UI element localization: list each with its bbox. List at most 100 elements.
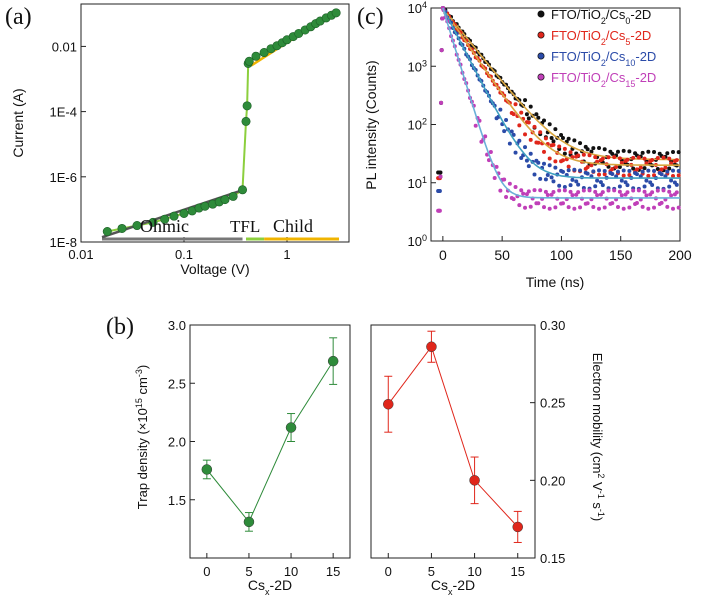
panel-c-data-point bbox=[619, 160, 624, 165]
panel-a-data-point bbox=[179, 208, 189, 218]
panel-a-xtick-label: 1 bbox=[283, 247, 290, 262]
panel-b1-ylabel: Trap density (×1015 cm-3) bbox=[134, 365, 150, 509]
panel-c-data-point bbox=[671, 168, 676, 173]
panel-c-data-point bbox=[576, 182, 581, 187]
panel-c-data-point bbox=[634, 201, 639, 206]
panel-c-data-point bbox=[640, 150, 645, 155]
panel-c-data-point bbox=[634, 172, 639, 177]
panel-c-data-point bbox=[600, 190, 605, 195]
panel-c-data-point bbox=[587, 188, 592, 193]
panel-c-legend: FTO/TiO2/Cs0-2D FTO/TiO2/Cs5-2D FTO/TiO2/C… bbox=[537, 7, 656, 89]
panel-b-ytick-label: 2.5 bbox=[168, 376, 186, 391]
panel-a-ytick-label: 1E-6 bbox=[50, 170, 77, 185]
panel-c-data-point bbox=[502, 129, 507, 134]
panel-c-data-point bbox=[617, 156, 622, 161]
panel-c-data-point bbox=[595, 193, 600, 198]
panel-c-data-point bbox=[528, 151, 533, 156]
panel-c-data-point bbox=[619, 178, 624, 183]
panel-c-data-point bbox=[551, 142, 556, 147]
panel-b-ytick-label: 1.5 bbox=[168, 493, 186, 508]
panel-c-data-point bbox=[642, 184, 647, 189]
panel-c-data-point bbox=[661, 155, 666, 160]
panel-a-ytick-label: 1E-8 bbox=[50, 235, 77, 250]
panel-c-xtick-label: 50 bbox=[494, 247, 510, 263]
panel-b-xtick-label: 15 bbox=[511, 564, 525, 579]
panel-c-data-point bbox=[517, 123, 522, 128]
panel-c-data-point bbox=[634, 167, 639, 172]
panel-b-data-point bbox=[327, 355, 339, 367]
region-label-child: Child bbox=[273, 216, 313, 236]
panel-c-data-point bbox=[600, 183, 605, 188]
panel-c-data-point bbox=[663, 174, 668, 179]
panel-c-data-point bbox=[587, 153, 592, 158]
panel-c-data-point bbox=[581, 152, 586, 157]
panel-c-data-point bbox=[549, 175, 554, 180]
panel-c-data-point bbox=[642, 156, 647, 161]
panel-b-connect-line bbox=[206, 360, 334, 523]
panel-c-data-point bbox=[615, 169, 620, 174]
panel-c-fit-curve bbox=[442, 7, 680, 199]
panel-b-ytick-label: 0.20 bbox=[540, 473, 565, 488]
panel-c-fit-curve bbox=[442, 7, 680, 161]
panel-c-data-point bbox=[507, 141, 512, 146]
panel-c-data-point bbox=[566, 168, 571, 173]
panel-c-data-point bbox=[640, 204, 645, 209]
panel-c-ytick-label: 100 bbox=[408, 233, 427, 249]
panel-c-data-point bbox=[532, 124, 537, 129]
panel-c-data-point bbox=[642, 189, 647, 194]
panel-c-data-point bbox=[440, 16, 445, 21]
panel-c-data-point bbox=[674, 158, 679, 163]
panel-a-iv-plot: 0.01 0.1 1 1E-8 1E-6 1E-4 0.01 Ohmic TFL Child… bbox=[10, 3, 350, 277]
panel-c-data-point bbox=[488, 150, 493, 155]
panel-c-data-point bbox=[511, 197, 516, 202]
panel-b-trap-density: 0 5 10 15 1.5 2.0 2.5 3.0 Trap density (×1015 c… bbox=[134, 318, 351, 597]
panel-c-data-point bbox=[593, 155, 598, 160]
panel-c-data-point bbox=[652, 169, 657, 174]
panel-c-data-point bbox=[553, 159, 558, 164]
panel-c-data-point bbox=[437, 189, 442, 194]
legend-label: FTO/TiO2/Cs10-2D bbox=[551, 49, 656, 68]
panel-c-data-point bbox=[523, 132, 528, 137]
panel-c-data-point bbox=[667, 189, 672, 194]
panel-c-data-point bbox=[585, 147, 590, 152]
panel-c-data-point bbox=[566, 136, 571, 141]
panel-c-data-point bbox=[528, 137, 533, 142]
panel-b2-plot-frame bbox=[370, 324, 536, 559]
panel-b2-axes: 0 5 10 15 0.15 0.20 0.25 0.30 bbox=[385, 318, 566, 579]
panel-c-data-point bbox=[606, 155, 611, 160]
panel-c-data-point bbox=[570, 193, 575, 198]
panel-c-data-point bbox=[578, 141, 583, 146]
panel-c-data-point bbox=[650, 182, 655, 187]
panel-c-data-point bbox=[627, 205, 632, 210]
panel-a-data-point bbox=[251, 51, 261, 61]
panel-c-data-point bbox=[674, 182, 679, 187]
panel-a-data bbox=[101, 8, 341, 239]
panel-c-data-point bbox=[581, 188, 586, 193]
region-label-ohmic: Ohmic bbox=[140, 216, 189, 236]
panel-a-axes: 0.01 0.1 1 1E-8 1E-6 1E-4 0.01 bbox=[50, 39, 291, 262]
panel-c-data-point bbox=[671, 173, 676, 178]
panel-c-data-point bbox=[652, 149, 657, 154]
panel-a-xlabel: Voltage (V) bbox=[180, 261, 249, 277]
panel-c-data-point bbox=[659, 200, 664, 205]
panel-b-xtick-label: 5 bbox=[245, 564, 252, 579]
panel-b1-xlabel: Csx-2D bbox=[248, 577, 292, 597]
panel-c-data-point bbox=[538, 188, 543, 193]
panel-b-xtick-label: 0 bbox=[385, 564, 392, 579]
panel-a-xtick-label: 0.1 bbox=[175, 247, 193, 262]
panel-c-data-point bbox=[519, 110, 524, 115]
panel-c-data-point bbox=[621, 173, 626, 178]
panel-c-data-point bbox=[541, 205, 546, 210]
panel-b-ytick-label: 0.25 bbox=[540, 396, 565, 411]
panel-c-data-point bbox=[538, 176, 543, 181]
panel-c-data-point bbox=[597, 172, 602, 177]
panel-c-data-point bbox=[619, 193, 624, 198]
panel-c-data-point bbox=[676, 205, 681, 210]
panel-c-data-point bbox=[636, 188, 641, 193]
panel-c-data-point bbox=[439, 48, 444, 53]
panel-c-data-point bbox=[676, 150, 681, 155]
panel-b-ytick-label: 0.15 bbox=[540, 551, 565, 566]
panel-c-data-point bbox=[646, 206, 651, 211]
panel-c-data-point bbox=[528, 104, 533, 109]
panel-c-data-point bbox=[610, 167, 615, 172]
